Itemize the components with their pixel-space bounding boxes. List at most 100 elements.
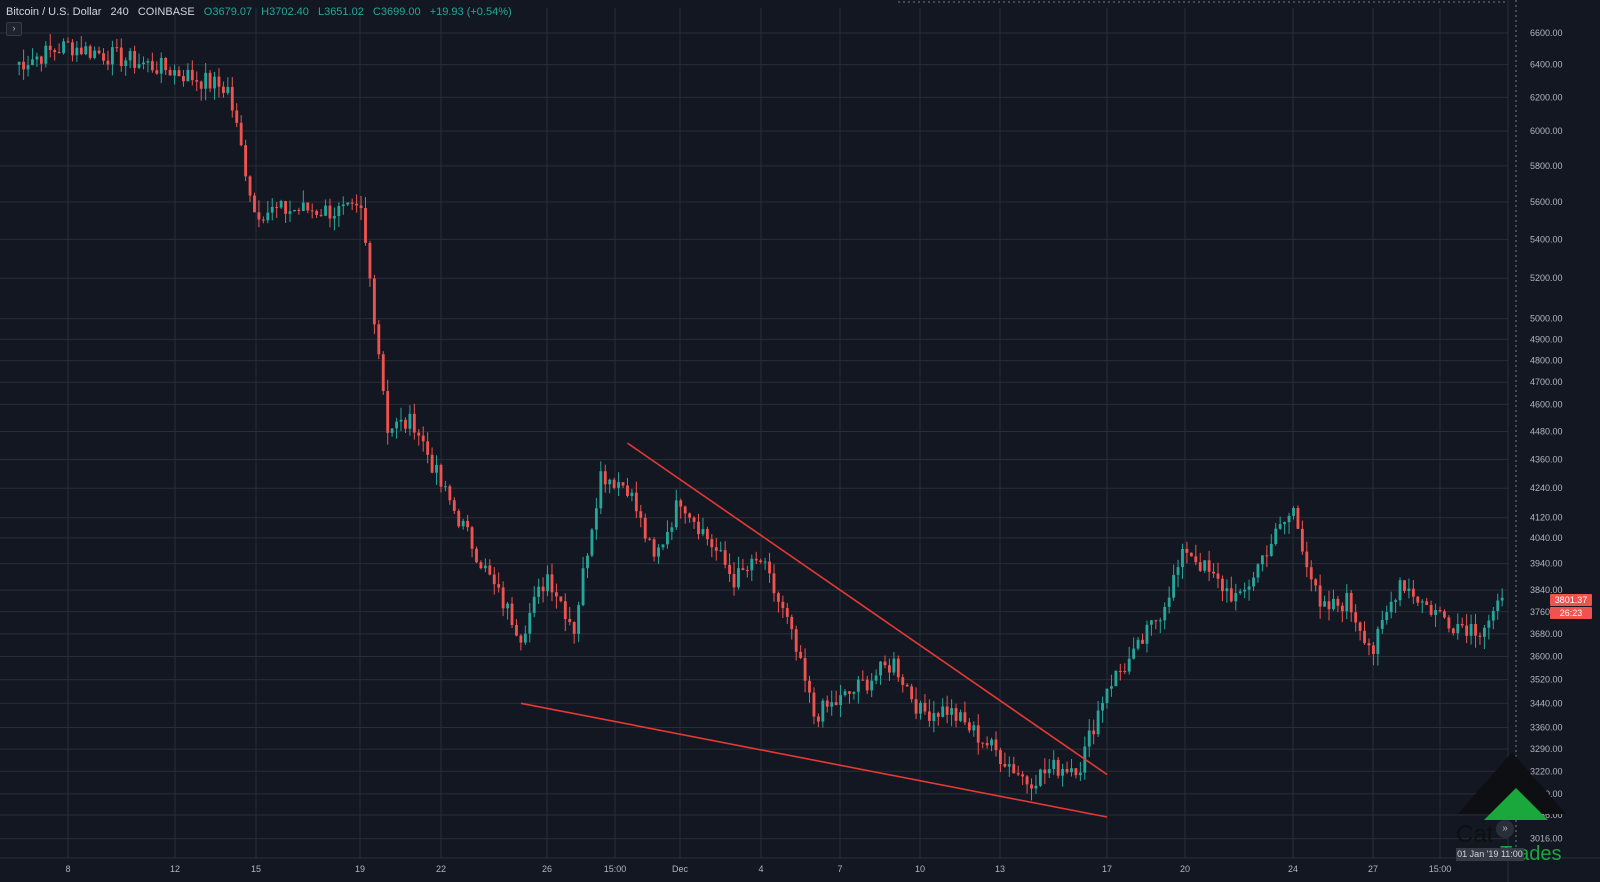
- candle-body: [275, 206, 279, 208]
- candle-body: [679, 500, 683, 507]
- x-tick-label: 15:00: [1429, 864, 1452, 874]
- candle-body: [1194, 556, 1198, 563]
- candle-body: [1203, 560, 1207, 571]
- candle-body: [448, 486, 452, 501]
- candle-body: [652, 539, 656, 557]
- candle-body: [883, 661, 887, 666]
- y-tick-label: 6200.00: [1530, 92, 1563, 102]
- candle-body: [390, 428, 394, 433]
- candle-body: [888, 665, 891, 673]
- candle-body: [1447, 617, 1451, 629]
- candle-body: [972, 725, 976, 731]
- candle-body: [559, 596, 563, 602]
- candle-body: [62, 41, 65, 54]
- candle-body: [688, 513, 692, 518]
- candle-body: [594, 508, 598, 530]
- candle-body: [1443, 611, 1446, 618]
- cat-trades-logo: Cat Trades: [1454, 752, 1570, 865]
- candle-body: [386, 391, 390, 433]
- candle-body: [648, 538, 652, 540]
- candle-body: [612, 479, 616, 488]
- candle-body: [1269, 543, 1273, 556]
- y-tick-label: 4240.00: [1530, 483, 1563, 493]
- candle-body: [1265, 555, 1269, 557]
- y-tick-label: 5200.00: [1530, 273, 1563, 283]
- candle-body: [213, 76, 216, 89]
- candle-body: [79, 47, 83, 55]
- y-tick-label: 4040.00: [1530, 533, 1563, 543]
- candle-body: [230, 86, 234, 111]
- candle-body: [159, 57, 163, 74]
- y-tick-label: 3840.00: [1530, 585, 1563, 595]
- candle-body: [723, 550, 727, 565]
- candle-body: [248, 176, 252, 196]
- candle-body: [581, 568, 585, 606]
- candle-body: [1292, 508, 1295, 516]
- candle-body: [1238, 591, 1242, 594]
- bar-countdown-label: 26:23: [1550, 607, 1592, 619]
- y-tick-label: 3440.00: [1530, 698, 1563, 708]
- candle-body: [1016, 773, 1020, 775]
- candle-body: [1181, 548, 1184, 568]
- candle-body: [466, 520, 470, 528]
- interval-label[interactable]: 240: [110, 6, 129, 18]
- candle-body: [763, 561, 767, 563]
- candle-body: [541, 586, 545, 592]
- candle-body: [959, 712, 962, 721]
- candle-body: [634, 492, 638, 512]
- candle-body: [1425, 601, 1429, 605]
- candle-body: [199, 81, 203, 89]
- x-tick-label: 13: [995, 864, 1005, 874]
- candle-body: [355, 203, 359, 206]
- candle-body: [848, 691, 851, 694]
- candle-body: [572, 622, 576, 634]
- y-tick-label: 3520.00: [1530, 675, 1563, 685]
- candle-body: [182, 76, 185, 82]
- candle-body: [435, 464, 438, 473]
- candle-body: [106, 60, 110, 65]
- candle-body: [1438, 610, 1442, 612]
- symbol-name[interactable]: Bitcoin / U.S. Dollar: [6, 6, 102, 18]
- candle-body: [999, 750, 1002, 764]
- candle-body: [1500, 597, 1504, 601]
- candle-body: [1451, 628, 1455, 634]
- crosshair-time-label: 01 Jan '19 11:00: [1456, 848, 1524, 861]
- candle-body: [426, 441, 430, 455]
- scroll-to-realtime-button[interactable]: »: [1496, 820, 1514, 838]
- candle-body: [128, 51, 132, 61]
- candle-body: [142, 62, 145, 65]
- candle-body: [954, 708, 958, 721]
- candle-body: [563, 601, 567, 619]
- candle-body: [550, 574, 554, 593]
- candle-body: [825, 700, 829, 707]
- candle-body: [1163, 606, 1167, 621]
- legend-collapse-button[interactable]: ›: [6, 22, 22, 36]
- y-tick-label: 4120.00: [1530, 513, 1563, 523]
- candle-body: [1127, 658, 1131, 672]
- candle-body: [341, 204, 345, 207]
- candle-body: [1318, 585, 1322, 607]
- candle-body: [1287, 515, 1291, 523]
- candle-body: [1167, 597, 1171, 607]
- candle-body: [901, 677, 905, 685]
- candle-body: [115, 47, 119, 49]
- y-tick-label: 4900.00: [1530, 334, 1563, 344]
- close-value: C3699.00: [372, 6, 421, 18]
- candle-body: [1114, 670, 1118, 687]
- candle-body: [927, 711, 931, 721]
- candle-body: [1345, 592, 1349, 612]
- x-tick-label: 27: [1368, 864, 1378, 874]
- x-tick-label: 15:00: [604, 864, 627, 874]
- candle-body: [892, 658, 896, 673]
- candle-body: [359, 205, 363, 209]
- candle-body: [1247, 586, 1251, 590]
- candle-body: [577, 605, 581, 634]
- candle-body: [808, 680, 811, 693]
- candle-body: [674, 500, 678, 528]
- candle-body: [1469, 624, 1473, 636]
- candle-body: [1154, 620, 1158, 622]
- candle-body: [97, 50, 101, 54]
- candle-body: [1309, 567, 1313, 580]
